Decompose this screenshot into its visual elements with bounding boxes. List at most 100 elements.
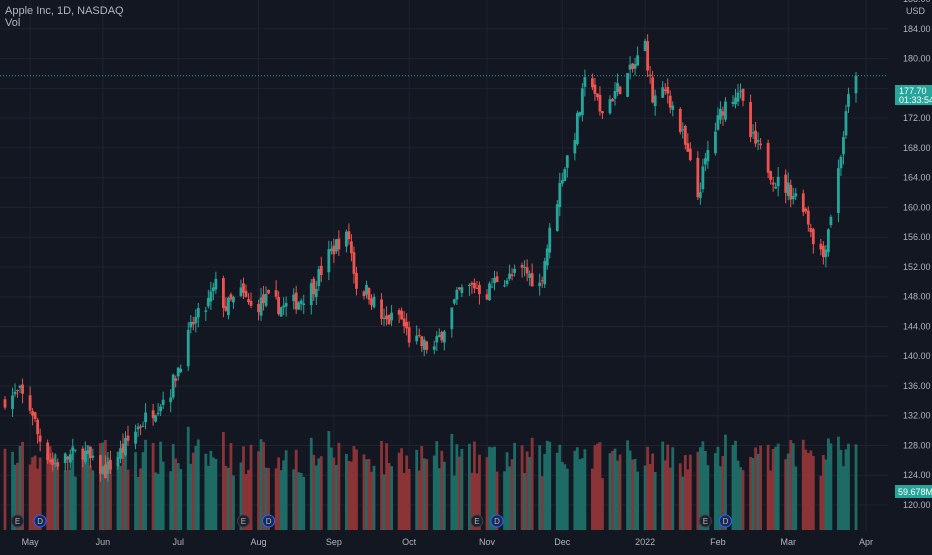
candle-body[interactable] (842, 136, 845, 155)
candle-body[interactable] (191, 321, 195, 325)
candle-body[interactable] (663, 89, 667, 92)
candle-body[interactable] (769, 171, 773, 180)
candle-body[interactable] (696, 157, 700, 198)
candle-body[interactable] (385, 315, 388, 320)
candle-body[interactable] (596, 93, 599, 97)
candle-body[interactable] (847, 94, 850, 107)
candle-body[interactable] (362, 291, 366, 297)
candle-body[interactable] (66, 456, 70, 460)
candle-body[interactable] (601, 111, 604, 114)
candle-body[interactable] (583, 77, 587, 87)
candle-body[interactable] (440, 331, 444, 341)
candle-body[interactable] (801, 193, 805, 213)
candle-body[interactable] (282, 305, 286, 308)
candle-body[interactable] (16, 390, 19, 392)
candle-body[interactable] (478, 284, 481, 295)
candle-body[interactable] (382, 317, 386, 319)
candle-body[interactable] (432, 346, 436, 350)
candle-body[interactable] (608, 99, 612, 114)
candle-body[interactable] (365, 284, 368, 295)
candle-body[interactable] (666, 87, 670, 94)
candle-body[interactable] (618, 86, 622, 95)
candle-body[interactable] (211, 287, 215, 292)
candle-body[interactable] (756, 139, 760, 142)
candle-body[interactable] (329, 248, 333, 252)
candle-body[interactable] (751, 132, 755, 134)
candle-body[interactable] (186, 330, 190, 367)
candle-body[interactable] (56, 462, 60, 467)
candle-body[interactable] (651, 77, 655, 103)
candle-body[interactable] (33, 412, 37, 420)
candle-body[interactable] (688, 148, 692, 161)
candle-body[interactable] (174, 378, 178, 381)
time-axis[interactable]: May Jun Jul Aug Sep Oct Nov Dec 2022 Feb Mar Apr (22, 537, 873, 547)
candle-body[interactable] (703, 158, 707, 165)
candle-body[interactable] (455, 289, 459, 300)
dividend-marker[interactable] (718, 514, 732, 528)
candle-body[interactable] (591, 78, 594, 88)
candle-body[interactable] (176, 367, 180, 377)
candle-body[interactable] (784, 174, 788, 193)
candle-body[interactable] (643, 40, 647, 52)
candle-body[interactable] (101, 466, 105, 474)
candle-body[interactable] (633, 64, 637, 69)
candle-body[interactable] (13, 391, 17, 395)
candle-body[interactable] (545, 248, 549, 266)
candle-body[interactable] (242, 283, 245, 293)
candle-body[interactable] (136, 426, 140, 430)
candle-body[interactable] (844, 111, 848, 136)
candle-body[interactable] (151, 410, 155, 419)
candle-body[interactable] (565, 155, 569, 168)
candle-body[interactable] (104, 464, 107, 479)
candle-body[interactable] (442, 331, 446, 343)
candle-body[interactable] (206, 298, 210, 307)
candle-body[interactable] (560, 180, 564, 184)
candle-body[interactable] (229, 294, 233, 300)
candle-body[interactable] (134, 431, 137, 444)
candle-body[interactable] (749, 102, 752, 138)
candle-body[interactable] (355, 272, 358, 289)
candle-body[interactable] (244, 290, 248, 297)
candle-body[interactable] (809, 227, 813, 233)
candle-body[interactable] (317, 269, 321, 287)
candle-body[interactable] (636, 55, 640, 66)
candle-body[interactable] (701, 166, 705, 190)
candle-body[interactable] (681, 129, 685, 131)
candle-body[interactable] (420, 336, 424, 347)
candle-body[interactable] (646, 41, 650, 71)
candle-body[interactable] (332, 245, 336, 255)
candle-body[interactable] (88, 446, 92, 459)
candle-body[interactable] (826, 229, 830, 253)
candle-body[interactable] (196, 308, 200, 318)
candle-body[interactable] (319, 265, 323, 276)
candle-body[interactable] (352, 252, 356, 274)
candle-body[interactable] (380, 299, 383, 319)
candle-body[interactable] (232, 296, 235, 303)
candle-body[interactable] (221, 278, 225, 308)
candle-body[interactable] (71, 447, 75, 451)
candle-body[interactable] (648, 74, 652, 76)
candle-body[interactable] (485, 294, 489, 300)
candle-body[interactable] (81, 448, 85, 460)
candle-body[interactable] (493, 277, 496, 284)
candle-body[interactable] (829, 216, 833, 226)
candle-body[interactable] (73, 449, 77, 451)
candle-body[interactable] (505, 280, 509, 285)
candle-body[interactable] (683, 125, 687, 145)
candle-body[interactable] (68, 454, 72, 463)
candle-body[interactable] (653, 95, 657, 107)
candle-body[interactable] (824, 249, 828, 258)
candle-body[interactable] (302, 303, 306, 305)
candle-body[interactable] (274, 290, 278, 297)
candle-body[interactable] (53, 462, 57, 464)
candle-body[interactable] (294, 292, 298, 310)
candle-body[interactable] (189, 321, 193, 328)
candle-body[interactable] (370, 298, 373, 306)
candle-body[interactable] (161, 399, 165, 405)
candle-body[interactable] (786, 182, 790, 196)
candle-body[interactable] (264, 294, 268, 306)
candle-body[interactable] (450, 307, 454, 330)
candle-body[interactable] (387, 314, 391, 324)
candle-body[interactable] (791, 196, 795, 200)
candle-body[interactable] (719, 108, 722, 120)
